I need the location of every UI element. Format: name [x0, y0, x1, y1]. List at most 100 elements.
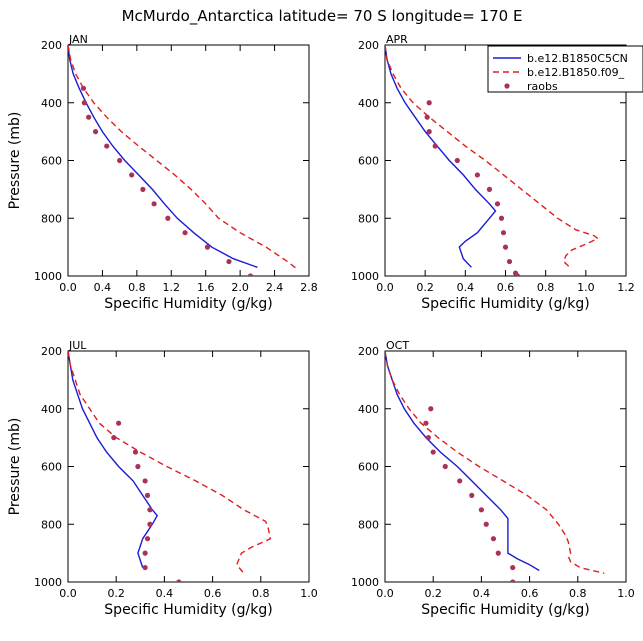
panel-oct: 0.0 0.2 0.4 0.6 0.8 1.0 200 400 600 800 1000 OCT Spe…: [351, 339, 635, 618]
raob-point: [116, 420, 122, 426]
raob-point: [426, 100, 432, 106]
x-tick-label: 0.8: [569, 587, 587, 600]
raob-point: [140, 186, 146, 192]
series-line-b-e12-b1850-f09: [385, 45, 600, 268]
x-axis-label: Specific Humidity (g/kg): [104, 296, 272, 312]
panel-jan: 0.0 0.4 0.8 1.2 1.6 2.0 2.4 2.8 200 400 600 800 1000…: [7, 33, 318, 312]
raob-point: [425, 435, 431, 441]
x-tick-label: 0.2: [416, 281, 434, 294]
raob-point: [506, 258, 513, 265]
plot-frame: [384, 350, 627, 583]
raob-point: [151, 201, 157, 207]
x-tick-label: 0.8: [252, 587, 270, 600]
raob-point: [490, 536, 497, 542]
y-tick-label: 600: [358, 461, 379, 474]
raob-point: [176, 579, 182, 582]
series-line-b-e12-b1850-f09: [68, 45, 300, 271]
y-tick-label: 600: [41, 461, 62, 474]
y-tick-label: 600: [41, 155, 62, 168]
panel-label: JUL: [68, 339, 87, 352]
series-group: [385, 351, 605, 582]
y-tick-label: 400: [358, 403, 379, 416]
raob-point: [469, 492, 475, 498]
raob-point: [432, 143, 438, 149]
legend-entry: b.e12.B1850.f09_: [527, 66, 625, 79]
raob-point: [92, 129, 99, 135]
raob-point: [423, 420, 429, 426]
series-group: [68, 45, 300, 276]
x-axis-label: Specific Humidity (g/kg): [421, 602, 589, 618]
raob-point: [135, 463, 141, 470]
raob-point: [514, 273, 521, 276]
plot-frame: [67, 350, 310, 583]
raob-point: [483, 521, 489, 527]
raob-point: [144, 536, 151, 542]
x-tick-label: 0.6: [497, 281, 515, 294]
raob-point: [86, 114, 92, 120]
panel-label: APR: [386, 33, 408, 46]
x-tick-label: 1.2: [617, 281, 635, 294]
x-tick-label: 0.4: [94, 281, 112, 294]
raob-point: [142, 550, 148, 556]
y-tick-label: 400: [41, 97, 62, 110]
raob-point: [226, 258, 232, 265]
raob-point: [424, 114, 430, 120]
x-tick-label: 1.6: [197, 281, 215, 294]
raob-point: [426, 129, 432, 135]
series-group: [385, 45, 600, 276]
panel-label: JAN: [68, 33, 88, 46]
y-tick-label: 400: [41, 403, 62, 416]
x-tick-label: 0.4: [156, 587, 174, 600]
x-tick-label: 0.6: [204, 587, 222, 600]
x-tick-label: 0.0: [376, 587, 394, 600]
x-tick-label: 0.0: [59, 281, 77, 294]
raob-point: [502, 244, 509, 250]
raob-point: [486, 186, 493, 192]
y-axis-label: Pressure (mb): [7, 418, 23, 516]
panel-label: OCT: [386, 339, 409, 352]
x-tick-label: 0.4: [473, 587, 491, 600]
raob-point: [147, 521, 153, 527]
y-tick-label: 1000: [351, 576, 379, 589]
y-tick-label: 800: [41, 212, 62, 225]
raob-point: [104, 143, 110, 149]
series-line-b-e12-b1850c5cn: [68, 45, 258, 268]
raob-point: [478, 507, 484, 513]
raob-point: [474, 172, 480, 178]
series-line-b-e12-b1850c5cn: [68, 351, 159, 568]
x-tick-label: 0.8: [128, 281, 146, 294]
series-line-b-e12-b1850-f09: [68, 351, 272, 574]
raob-point: [500, 230, 507, 236]
raob-point: [442, 463, 448, 470]
raob-point: [182, 230, 188, 236]
legend-swatch-dot: [504, 83, 510, 89]
y-axis-label: Pressure (mb): [7, 112, 23, 210]
x-tick-label: 0.0: [376, 281, 394, 294]
series-line-b-e12-b1850c5cn: [385, 351, 540, 572]
y-tick-label: 200: [41, 39, 62, 52]
raob-point: [204, 244, 211, 250]
x-tick-label: 1.0: [577, 281, 595, 294]
y-tick-label: 200: [41, 345, 62, 358]
x-tick-label: 0.8: [537, 281, 555, 294]
raob-point: [142, 564, 148, 571]
y-tick-label: 800: [41, 518, 62, 531]
raob-point: [117, 157, 123, 164]
series-group: [68, 351, 272, 582]
raob-point: [144, 492, 151, 498]
plot-frame: [67, 44, 310, 277]
x-tick-label: 1.0: [300, 587, 318, 600]
x-tick-label: 1.2: [163, 281, 181, 294]
x-tick-label: 2.0: [231, 281, 249, 294]
raob-point: [80, 85, 87, 91]
raob-point: [498, 215, 505, 221]
legend-entry: raobs: [527, 80, 558, 93]
raob-point: [129, 172, 135, 178]
series-line-b-e12-b1850c5cn: [385, 45, 497, 268]
y-tick-label: 600: [358, 155, 379, 168]
raob-point: [457, 478, 463, 484]
y-tick-label: 800: [358, 212, 379, 225]
x-tick-label: 0.0: [59, 587, 77, 600]
